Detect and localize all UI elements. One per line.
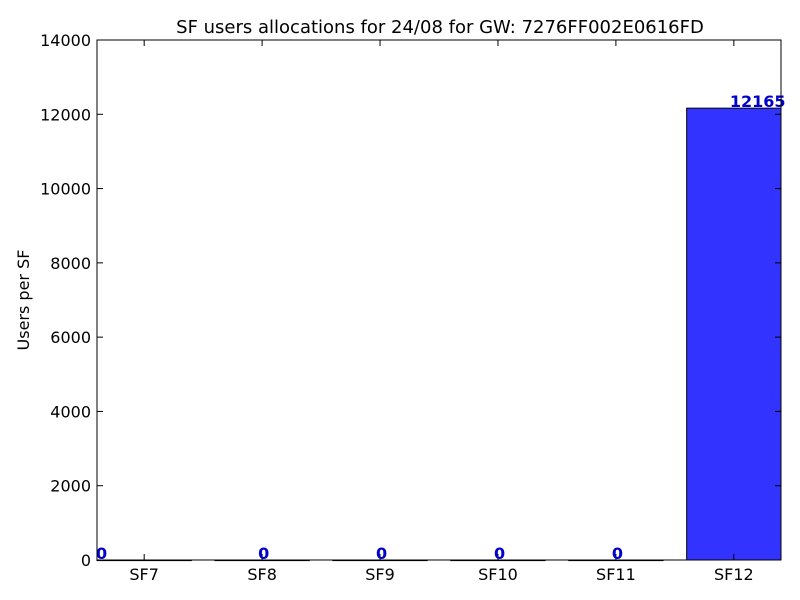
y-tick-label: 14000 — [40, 31, 91, 50]
x-tick-label: SF9 — [365, 565, 395, 584]
y-tick-label: 0 — [81, 551, 91, 570]
data-label: 0 — [494, 544, 505, 563]
data-label: 0 — [258, 544, 269, 563]
chart-title: SF users allocations for 24/08 for GW: 7… — [176, 17, 704, 38]
bars-group — [96, 107, 782, 562]
ticks-group: SF7 SF8 SF9 SF10 SF11 SF12 0 2000 4000 6000 8000 10… — [40, 31, 781, 584]
data-labels-group: 0 0 0 0 0 12165 — [96, 92, 785, 563]
y-tick-label: 8000 — [50, 254, 91, 273]
plot-frame — [96, 39, 782, 561]
data-label: 0 — [612, 544, 623, 563]
x-tick-label: SF11 — [596, 565, 636, 584]
y-tick-label: 12000 — [40, 105, 91, 124]
y-tick-label: 2000 — [50, 477, 91, 496]
bar-sf12 — [686, 107, 782, 561]
x-tick-label: SF10 — [478, 565, 518, 584]
data-label: 12165 — [730, 92, 786, 111]
x-tick-label: SF7 — [129, 565, 159, 584]
y-tick-label: 4000 — [50, 402, 91, 421]
y-tick-label: 10000 — [40, 180, 91, 199]
y-tick-label: 6000 — [50, 328, 91, 347]
data-label: 0 — [376, 544, 387, 563]
y-axis-label: Users per SF — [14, 250, 33, 351]
x-tick-label: SF12 — [714, 565, 754, 584]
x-tick-label: SF8 — [247, 565, 277, 584]
data-label: 0 — [96, 544, 107, 563]
